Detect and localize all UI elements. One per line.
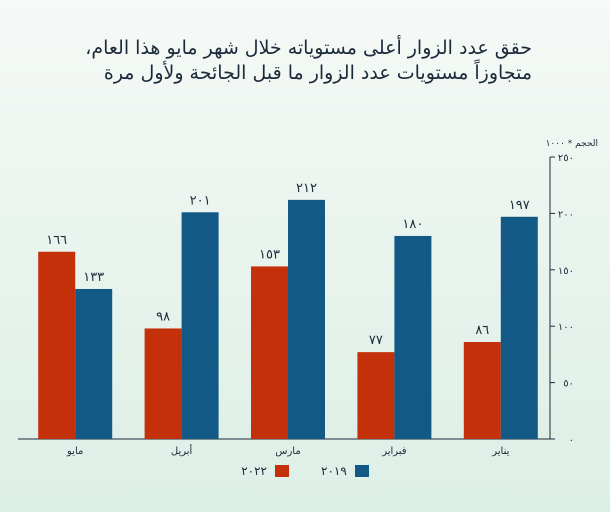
x-tick-label: يناير [491, 446, 509, 457]
y-tick-label: ٥٠ [563, 379, 574, 390]
y-tick-label: ٢٠٠ [558, 209, 574, 220]
data-label-2019: ٢١٢ [296, 181, 317, 196]
y-axis-label: الحجم * ١٠٠٠ [546, 139, 598, 149]
bar-2022 [463, 341, 501, 439]
legend-label-2019: ٢٠١٩ [321, 464, 347, 478]
title-line-2: متجاوزاً مستويات عدد الزوار ما قبل الجائ… [103, 62, 532, 84]
legend: ٢٠١٩ ٢٠٢٢ [0, 464, 610, 478]
x-tick-label: فبراير [381, 446, 407, 457]
legend-label-2022: ٢٠٢٢ [241, 464, 267, 478]
data-label-2022: ١٥٣ [259, 247, 280, 262]
title-line-1: حقق عدد الزوار أعلى مستوياته خلال شهر ما… [85, 37, 532, 59]
legend-swatch-2019 [354, 465, 369, 477]
data-label-2022: ٨٦ [475, 323, 489, 338]
legend-item-2022: ٢٠٢٢ [241, 464, 289, 478]
bar-2022 [144, 328, 182, 439]
data-label-2022: ٩٨ [156, 309, 170, 324]
data-label-2019: ١٩٧ [509, 198, 530, 213]
chart-title: حقق عدد الزوار أعلى مستوياته خلال شهر ما… [30, 36, 532, 86]
data-label-2022: ٧٧ [369, 333, 383, 348]
y-tick-label: ٢٥٠ [558, 153, 574, 164]
bar-2019 [288, 199, 325, 439]
bar-2022 [251, 266, 288, 439]
bar-2019 [75, 288, 113, 439]
y-tick-label: ١٠٠ [558, 322, 574, 333]
legend-swatch-2022 [275, 465, 289, 477]
x-tick-label: مايو [66, 446, 83, 457]
x-tick-label: مارس [275, 446, 300, 457]
data-label-2019: ١٣٣ [83, 270, 104, 285]
bar-2022 [38, 251, 76, 439]
bar-2022 [357, 352, 395, 439]
data-label-2019: ١٨٠ [402, 217, 423, 232]
data-label-2019: ٢٠١ [190, 193, 211, 208]
bar-2019 [394, 235, 432, 439]
y-tick-label: ٠ [569, 435, 574, 446]
x-tick-label: أبريل [171, 444, 193, 457]
bar-2019 [181, 212, 219, 439]
bar-2019 [500, 216, 538, 439]
data-label-2022: ١٦٦ [46, 233, 67, 248]
legend-item-2019: ٢٠١٩ [321, 464, 369, 478]
y-tick-label: ١٥٠ [558, 266, 574, 277]
